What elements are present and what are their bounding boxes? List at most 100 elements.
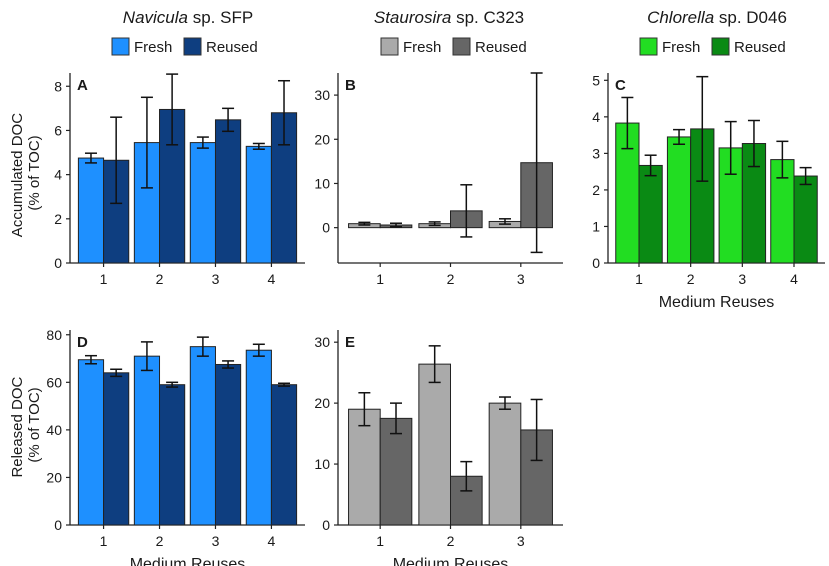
y-tick-label: 6: [54, 122, 62, 138]
bar-reused: [270, 384, 298, 526]
y-tick-label: 2: [592, 182, 600, 198]
y-tick-label: 0: [54, 517, 62, 533]
bar-fresh: [77, 359, 105, 526]
y-tick-label: 20: [314, 131, 330, 147]
y-tick-label: 80: [46, 327, 62, 343]
x-tick-label: 2: [447, 271, 455, 287]
bar-fresh: [189, 142, 216, 264]
bar-reused: [103, 372, 130, 526]
y-tick-label: 30: [314, 334, 330, 350]
y-tick-label: 1: [592, 218, 600, 234]
panel-B: 0 10 20 30 1 2 3 B: [314, 72, 563, 287]
row-ylabel-line: Released DOC: [9, 376, 26, 477]
bar-fresh: [77, 157, 105, 264]
panel-label: B: [345, 77, 356, 94]
legend-swatch-reused: [183, 37, 202, 56]
column-title-strain: sp. SFP: [188, 8, 253, 27]
panel-A: 0 2 4 6 8 1 2 3 4 A: [54, 73, 305, 287]
x-axis-title: Medium Reuses: [130, 556, 246, 566]
column-title-navicula: Navicula sp. SFP: [123, 8, 253, 27]
x-tick-label: 2: [156, 271, 164, 287]
y-tick-label: 20: [46, 469, 62, 485]
bar-reused: [214, 363, 242, 526]
row-ylabel-line: (% of TOC): [26, 387, 43, 462]
bar-reused: [159, 384, 186, 526]
y-tick-label: 0: [322, 220, 330, 236]
panel-label: E: [345, 334, 355, 351]
y-tick-label: 0: [322, 517, 330, 533]
legend-swatch-reused: [452, 37, 471, 56]
x-tick-label: 4: [790, 271, 798, 287]
y-tick-label: 0: [54, 255, 62, 271]
legend-swatch-reused: [711, 37, 730, 56]
y-tick-label: 8: [54, 78, 62, 94]
panel-label: D: [77, 334, 88, 351]
y-tick-label: 4: [592, 109, 600, 125]
bar-reused: [793, 175, 818, 264]
legend-chlorella: Fresh Reused: [639, 37, 786, 56]
x-tick-label: 3: [517, 271, 525, 287]
bar-fresh: [245, 145, 272, 264]
panel-label: A: [77, 77, 88, 94]
x-tick-label: 1: [100, 271, 108, 287]
legend-staurosira: Fresh Reused: [380, 37, 527, 56]
x-tick-label: 3: [212, 271, 220, 287]
legend-swatch-fresh: [111, 37, 130, 56]
legend-swatch-fresh: [639, 37, 658, 56]
bar-fresh: [418, 363, 451, 526]
bar-reused: [214, 119, 242, 264]
bar-reused: [379, 417, 413, 526]
x-tick-label: 3: [517, 533, 525, 549]
y-tick-label: 3: [592, 145, 600, 161]
x-tick-label: 3: [738, 271, 746, 287]
x-tick-label: 2: [687, 271, 695, 287]
bar-fresh: [245, 349, 272, 526]
x-tick-label: 4: [268, 271, 276, 287]
y-tick-label: 4: [54, 167, 62, 183]
row-ylabel-accumulated: Accumulated DOC (% of TOC): [9, 109, 43, 237]
column-title-genus: Chlorella: [647, 8, 714, 27]
legend-label-fresh: Fresh: [134, 39, 172, 56]
x-tick-label: 2: [156, 533, 164, 549]
column-title-genus: Navicula: [123, 8, 188, 27]
row-ylabel-released: Released DOC (% of TOC): [9, 372, 43, 477]
x-tick-label: 1: [100, 533, 108, 549]
x-tick-label: 2: [447, 533, 455, 549]
y-tick-label: 10: [314, 175, 330, 191]
y-tick-label: 10: [314, 456, 330, 472]
x-axis-title: Medium Reuses: [659, 294, 775, 311]
column-title-staurosira: Staurosira sp. C323: [374, 8, 524, 27]
x-tick-label: 4: [268, 533, 276, 549]
x-tick-label: 1: [635, 271, 643, 287]
x-tick-label: 1: [376, 271, 384, 287]
bar-fresh: [666, 136, 692, 264]
x-tick-label: 3: [212, 533, 220, 549]
bar-reused: [638, 164, 663, 264]
y-tick-label: 40: [46, 422, 62, 438]
y-tick-label: 5: [592, 72, 600, 88]
column-title-genus: Staurosira: [374, 8, 451, 27]
legend-label-reused: Reused: [206, 39, 258, 56]
y-tick-label: 20: [314, 395, 330, 411]
legend-label-fresh: Fresh: [403, 39, 441, 56]
legend-label-fresh: Fresh: [662, 39, 700, 56]
y-tick-label: 60: [46, 374, 62, 390]
legend-swatch-fresh: [380, 37, 399, 56]
column-title-chlorella: Chlorella sp. D046: [647, 8, 787, 27]
legend-label-reused: Reused: [734, 39, 786, 56]
row-ylabel-line: Accumulated DOC: [9, 113, 26, 237]
legend-label-reused: Reused: [475, 39, 527, 56]
row-ylabel-line: (% of TOC): [26, 135, 43, 210]
bar-fresh: [133, 355, 161, 526]
bar-fresh: [348, 408, 381, 526]
column-title-strain: sp. D046: [714, 8, 787, 27]
panel-E: 0 10 20 30 1 2 3 E Medium Reuses: [314, 330, 563, 566]
panel-label: C: [615, 77, 626, 94]
x-tick-label: 1: [376, 533, 384, 549]
y-tick-label: 2: [54, 211, 62, 227]
bar-fresh: [488, 402, 522, 526]
bar-fresh: [189, 346, 216, 526]
